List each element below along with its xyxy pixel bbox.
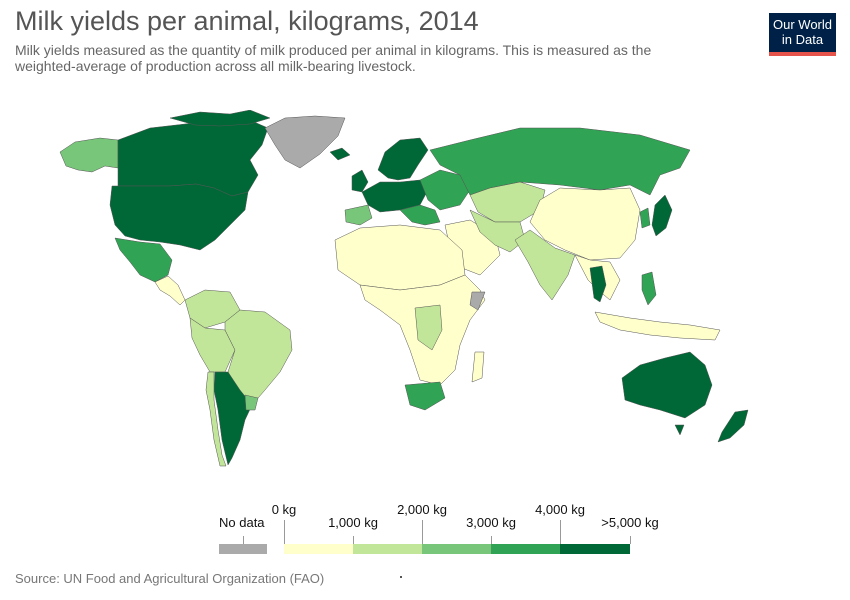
region-mexico[interactable] <box>114 237 173 283</box>
region-russia[interactable] <box>429 127 691 196</box>
region-korea[interactable] <box>639 207 651 229</box>
region-south-europe[interactable] <box>399 204 441 226</box>
region-philippines[interactable] <box>641 271 657 306</box>
region-central-america[interactable] <box>154 275 186 306</box>
logo-line-1: Our World <box>773 17 832 32</box>
region-china[interactable] <box>529 187 641 261</box>
legend-label-5000: >5,000 kg <box>601 515 659 530</box>
region-indonesia[interactable] <box>594 311 721 341</box>
region-japan[interactable] <box>651 194 673 237</box>
region-united-states[interactable] <box>109 183 249 251</box>
legend-no-data-swatch <box>219 544 267 554</box>
region-south-africa[interactable] <box>404 381 446 411</box>
region-brazil[interactable] <box>224 309 293 406</box>
region-north-africa[interactable] <box>334 224 466 291</box>
legend-swatch-2000-3000 <box>422 544 491 554</box>
legend-tick-2000 <box>422 520 423 544</box>
legend-tick-3000 <box>491 536 492 544</box>
region-congo[interactable] <box>414 304 443 351</box>
region-madagascar[interactable] <box>471 351 485 383</box>
legend-tick-1000 <box>353 536 354 544</box>
legend-tick-4000 <box>560 520 561 544</box>
legend-no-data-label: No data <box>219 515 265 530</box>
legend-label-1000: 1,000 kg <box>328 515 378 530</box>
legend-swatch-0-1000 <box>284 544 353 554</box>
source-note: Source: UN Food and Agricultural Organiz… <box>15 571 325 586</box>
region-greenland[interactable] <box>264 115 346 169</box>
legend-no-data-tick <box>243 536 244 544</box>
chart-title: Milk yields per animal, kilograms, 2014 <box>15 6 479 36</box>
legend-swatch-4000-5000 <box>560 544 630 554</box>
region-india[interactable] <box>514 229 576 301</box>
region-iran[interactable] <box>469 209 526 253</box>
logo-line-2: in Data <box>781 32 824 47</box>
region-somalia[interactable] <box>469 291 486 311</box>
region-iberia[interactable] <box>344 204 373 226</box>
chart-subtitle: Milk yields measured as the quantity of … <box>15 42 652 74</box>
region-scandinavia[interactable] <box>377 137 429 181</box>
logo-accent-bar <box>769 52 836 56</box>
region-new-zealand[interactable] <box>717 409 749 443</box>
legend-label-2000: 2,000 kg <box>397 502 447 517</box>
region-eastern-europe[interactable] <box>419 169 471 211</box>
region-iceland[interactable] <box>329 147 351 161</box>
region-uruguay[interactable] <box>244 394 259 411</box>
legend: No data 0 kg 1,000 kg 2,000 kg 3,000 kg … <box>0 490 850 570</box>
decorative-dot <box>400 576 402 578</box>
region-alaska[interactable] <box>59 137 119 173</box>
region-tasmania[interactable] <box>674 424 685 436</box>
legend-label-0: 0 kg <box>271 502 297 517</box>
legend-label-3000: 3,000 kg <box>466 515 516 530</box>
owid-logo[interactable]: Our World in Data <box>769 13 836 56</box>
region-argentina[interactable] <box>213 371 253 466</box>
region-western-europe[interactable] <box>361 179 429 213</box>
legend-swatch-1000-2000 <box>353 544 422 554</box>
legend-tick-0 <box>284 520 285 544</box>
region-australia[interactable] <box>621 351 713 419</box>
region-canada-islands[interactable] <box>169 110 271 127</box>
legend-swatch-3000-4000 <box>491 544 560 554</box>
region-thailand[interactable] <box>589 265 607 303</box>
legend-tick-5000 <box>630 536 631 544</box>
legend-label-4000: 4,000 kg <box>535 502 585 517</box>
region-uk[interactable] <box>351 169 369 193</box>
region-chile[interactable] <box>205 371 227 467</box>
world-map <box>59 110 749 467</box>
